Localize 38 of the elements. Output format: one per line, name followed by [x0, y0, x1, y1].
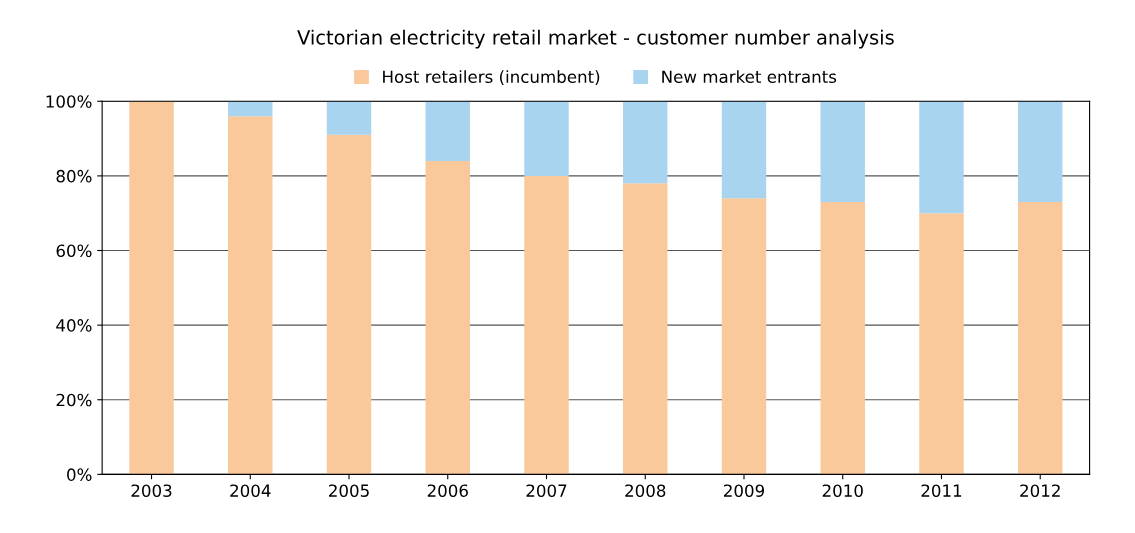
y-tick-label: 100%: [46, 95, 92, 108]
bar: [326, 134, 372, 475]
bar: [524, 101, 569, 176]
x-tick-label: 2012: [1020, 484, 1060, 497]
y-tick-label: 40%: [56, 319, 92, 332]
x-tick-label: 2006: [427, 484, 468, 497]
x-tick-label: 2003: [131, 484, 172, 497]
x-tick-label: 2010: [822, 484, 863, 497]
bar: [919, 101, 964, 214]
bar: [623, 101, 668, 184]
y-tick-label: 0%: [67, 468, 92, 481]
legend-label: New market entrants: [662, 70, 837, 84]
bar: [326, 101, 372, 135]
chart-title: Victorian electricity retail market - customer number analysis: [297, 29, 894, 49]
bar: [129, 101, 174, 475]
legend-label: Host retailers (incumbent): [383, 70, 600, 85]
x-tick-label: 2011: [921, 484, 962, 497]
y-tick-label: 60%: [56, 244, 92, 258]
x-tick-label: 2005: [329, 484, 369, 497]
bar: [1018, 202, 1063, 475]
bar: [820, 202, 865, 475]
x-tick-label: 2007: [526, 484, 567, 497]
y-tick-label: 80%: [56, 169, 92, 183]
bar: [425, 160, 470, 475]
bar: [721, 198, 767, 475]
bar: [820, 101, 865, 203]
bar: [1018, 101, 1063, 203]
bar: [524, 175, 569, 475]
bar: [623, 183, 668, 475]
bar: [228, 116, 273, 475]
bar: [919, 213, 964, 475]
bar: [425, 101, 470, 161]
bar: [228, 101, 273, 117]
x-tick-label: 2004: [230, 484, 271, 497]
x-tick-label: 2009: [724, 484, 765, 497]
y-tick-label: 20%: [56, 393, 92, 407]
bar: [721, 101, 767, 199]
x-tick-label: 2008: [625, 484, 666, 497]
